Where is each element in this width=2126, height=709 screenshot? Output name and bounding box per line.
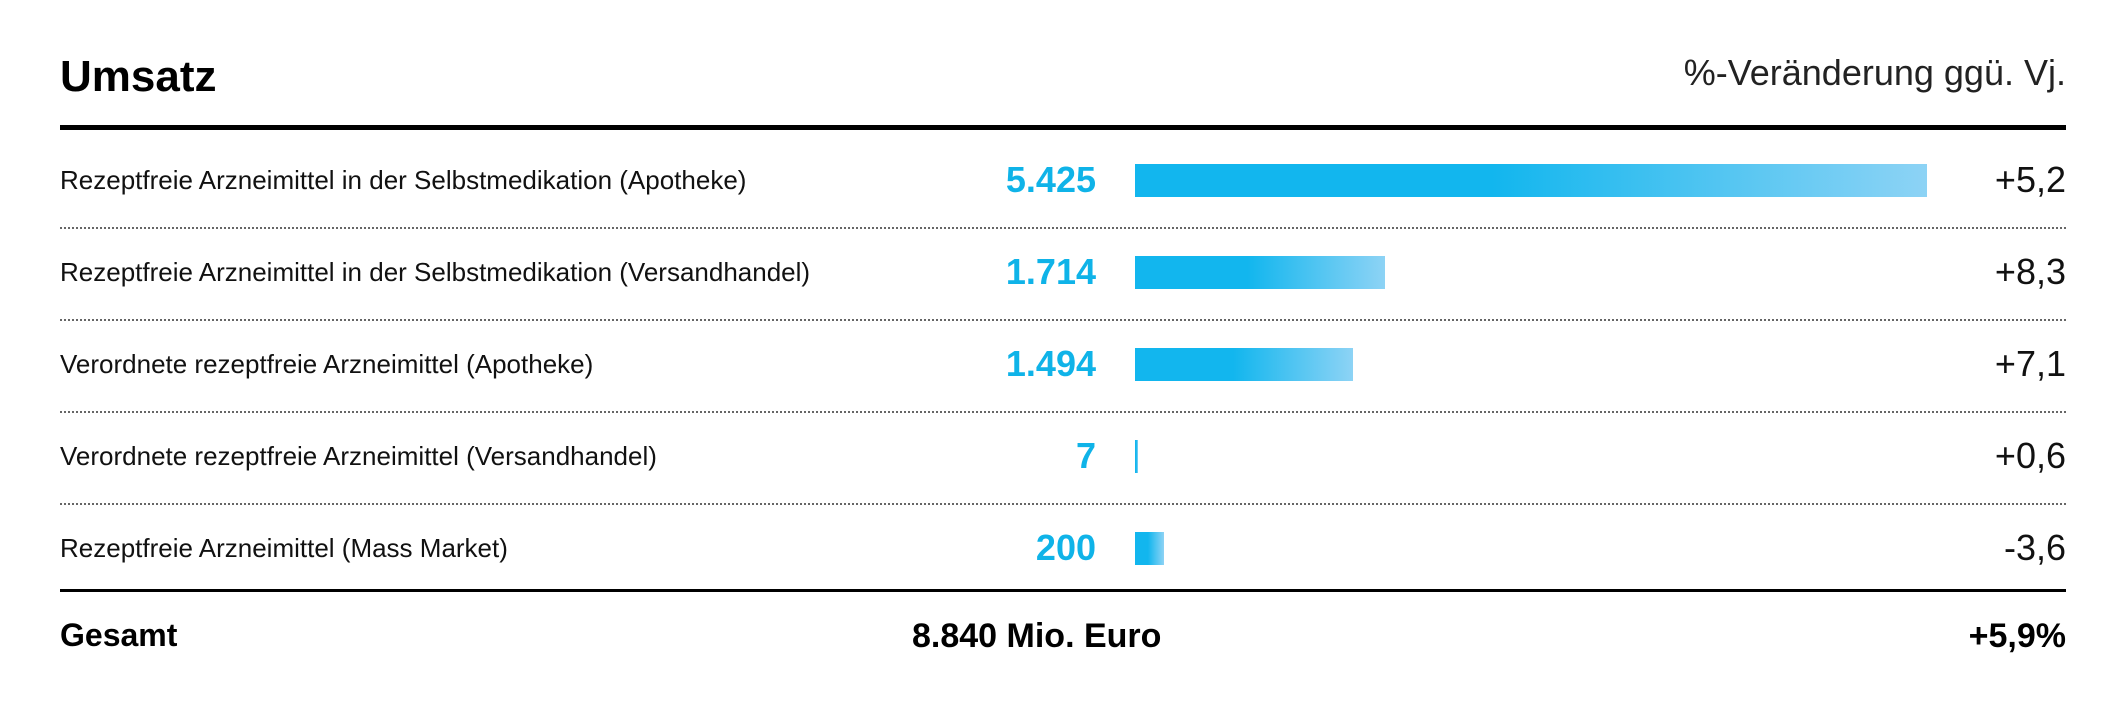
change-value: +7,1 bbox=[1994, 343, 2066, 384]
bar-value-label: 5.425 bbox=[1005, 159, 1096, 200]
change-value: +8,3 bbox=[1994, 251, 2066, 292]
bar-value-label: 7 bbox=[1075, 435, 1096, 476]
chart-title: Umsatz bbox=[60, 52, 217, 101]
row-label: Verordnete rezeptfreie Arzneimittel (Apo… bbox=[60, 349, 594, 379]
change-column-header: %-Veränderung ggü. Vj. bbox=[1683, 52, 2066, 93]
top-rule bbox=[60, 125, 2066, 130]
row-separator bbox=[60, 411, 2066, 413]
total-label: Gesamt bbox=[60, 617, 178, 653]
row-separator bbox=[60, 503, 2066, 505]
bar bbox=[1135, 164, 1927, 197]
bar bbox=[1135, 348, 1354, 381]
row-label: Verordnete rezeptfreie Arzneimittel (Ver… bbox=[60, 441, 657, 471]
row-label: Rezeptfreie Arzneimittel in der Selbstme… bbox=[60, 165, 747, 195]
row-label: Rezeptfreie Arzneimittel in der Selbstme… bbox=[60, 257, 811, 287]
bar bbox=[1135, 256, 1386, 289]
bottom-rule bbox=[60, 589, 2066, 592]
total-value: 8.840 Mio. Euro bbox=[912, 617, 1162, 655]
row-label: Rezeptfreie Arzneimittel (Mass Market) bbox=[60, 533, 508, 563]
bar-value-label: 200 bbox=[1035, 527, 1096, 568]
change-value: +0,6 bbox=[1994, 435, 2066, 476]
row-separator bbox=[60, 319, 2066, 321]
total-change: +5,9% bbox=[1968, 617, 2066, 655]
row-separator bbox=[60, 227, 2066, 229]
bar bbox=[1135, 440, 1138, 473]
change-value: +5,2 bbox=[1994, 159, 2066, 200]
bar bbox=[1135, 532, 1165, 565]
bar-value-label: 1.494 bbox=[1005, 343, 1096, 384]
change-value: -3,6 bbox=[2003, 527, 2066, 568]
bar-value-label: 1.714 bbox=[1005, 251, 1096, 292]
